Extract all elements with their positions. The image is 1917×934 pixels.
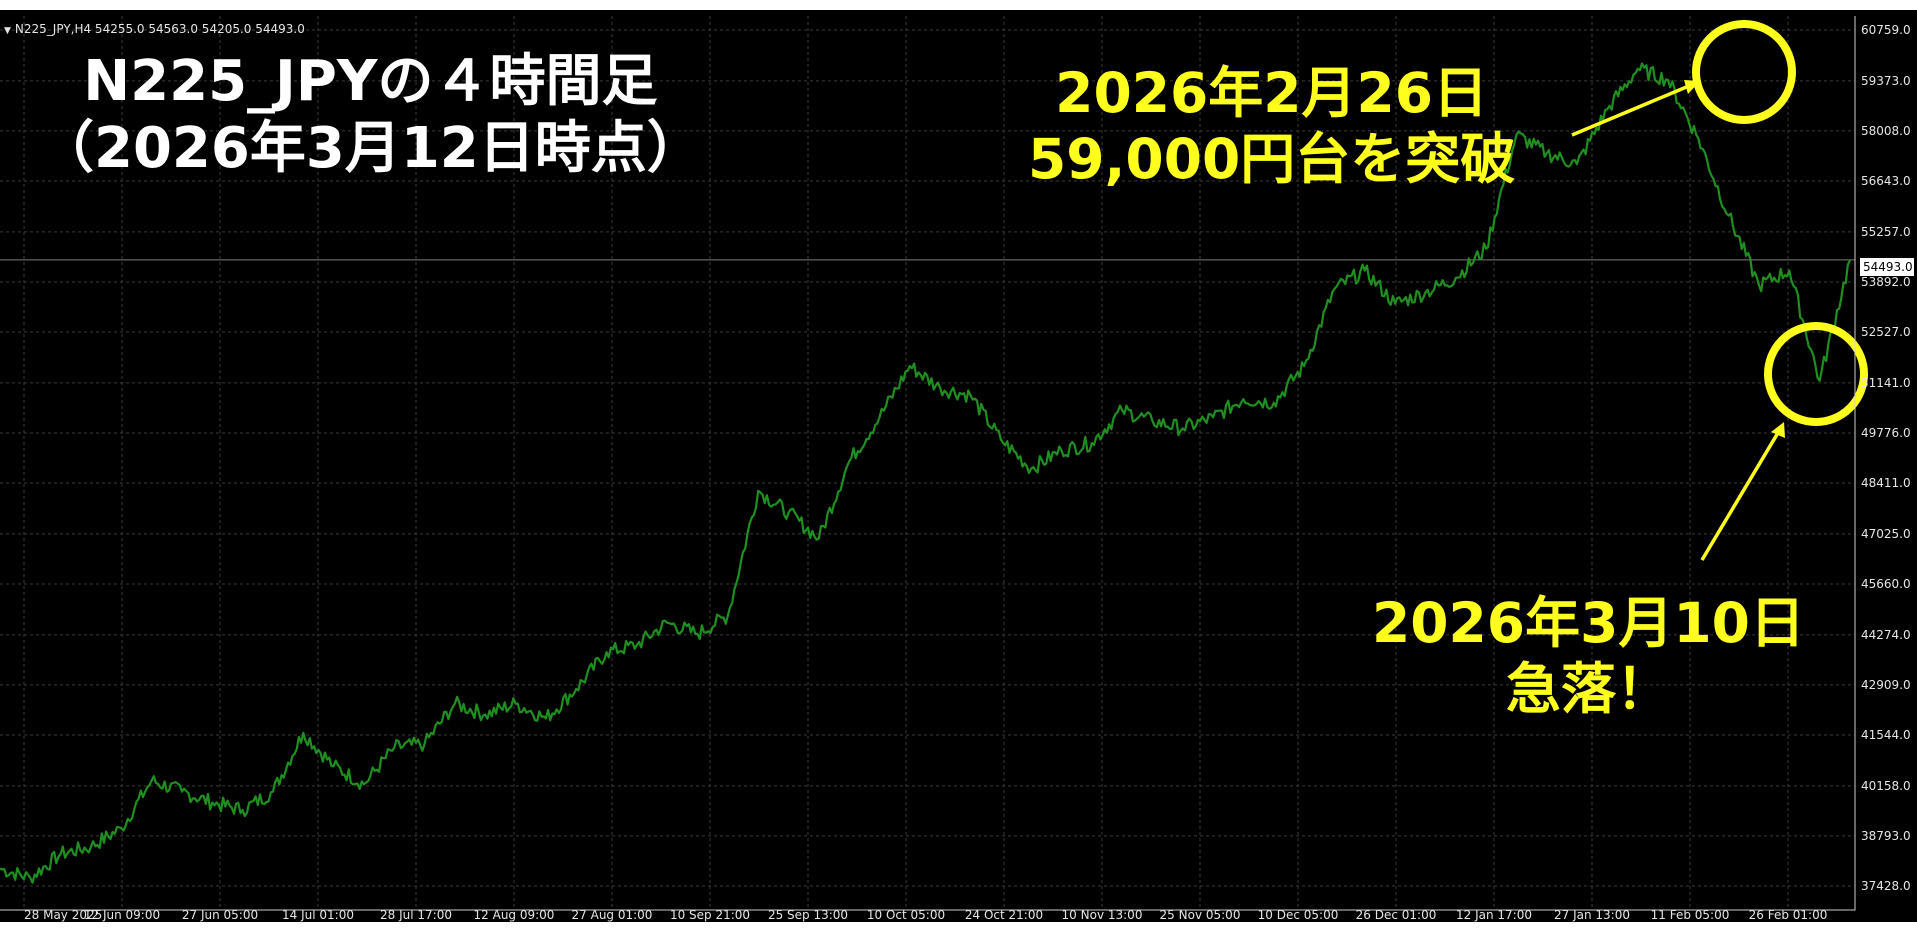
x-tick-label: 12 Aug 09:00 <box>474 908 555 922</box>
y-tick-label: 52527.0 <box>1861 325 1911 339</box>
y-tick-label: 56643.0 <box>1861 174 1911 188</box>
peak-note: 59,000円台を突破 <box>1028 127 1516 191</box>
x-tick-label: 25 Sep 13:00 <box>768 908 848 922</box>
y-tick-label: 38793.0 <box>1861 829 1911 843</box>
x-tick-label: 24 Oct 21:00 <box>965 908 1043 922</box>
symbol-ohlc-text: N225_JPY,H4 54255.0 54563.0 54205.0 5449… <box>14 22 305 36</box>
chart-title-annotation: N225_JPYの４時間足 （2026年3月12日時点） <box>38 48 703 182</box>
y-tick-label: 37428.0 <box>1861 879 1911 893</box>
x-tick-label: 10 Nov 13:00 <box>1062 908 1143 922</box>
price-chart: 60759.0 59373.0 58008.0 56643.0 55257.0 53892… <box>0 10 1917 922</box>
x-tick-label: 14 Jul 01:00 <box>282 908 354 922</box>
y-tick-label: 48411.0 <box>1861 476 1911 490</box>
current-price-label: 54493.0 <box>1860 258 1914 276</box>
price-series-line <box>0 62 1852 884</box>
chart-area: 60759.0 59373.0 58008.0 56643.0 55257.0 53892… <box>0 10 1917 922</box>
y-tick-label: 58008.0 <box>1861 124 1911 138</box>
y-tick-label: 45660.0 <box>1861 577 1911 591</box>
drop-note: 急落！ <box>1505 657 1671 721</box>
y-tick-label: 41544.0 <box>1861 728 1911 742</box>
x-tick-label: 10 Oct 05:00 <box>867 908 945 922</box>
drop-annotation: 2026年3月10日 急落！ <box>1372 590 1805 722</box>
x-tick-label: 27 Jan 13:00 <box>1554 908 1630 922</box>
y-tick-label: 60759.0 <box>1861 23 1911 37</box>
y-tick-label: 47025.0 <box>1861 527 1911 541</box>
peak-annotation: 2026年2月26日 59,000円台を突破 <box>1028 60 1515 192</box>
y-tick-label: 55257.0 <box>1861 225 1911 239</box>
x-tick-label: 10 Sep 21:00 <box>670 908 750 922</box>
drop-pointer-arrow <box>1700 425 1784 561</box>
drop-highlight-circle <box>1764 322 1868 426</box>
y-axis: 60759.0 59373.0 58008.0 56643.0 55257.0 53892… <box>1861 23 1911 893</box>
x-tick-label: 26 Dec 01:00 <box>1356 908 1437 922</box>
axis-border <box>0 16 1856 911</box>
drop-date: 2026年3月10日 <box>1372 591 1805 655</box>
symbol-header[interactable]: ▼ N225_JPY,H4 54255.0 54563.0 54205.0 544… <box>4 22 305 36</box>
y-tick-label: 59373.0 <box>1861 74 1911 88</box>
plot-background <box>0 10 1917 922</box>
grid <box>0 16 1855 910</box>
x-tick-label: 25 Nov 05:00 <box>1160 908 1241 922</box>
y-tick-label: 49776.0 <box>1861 426 1911 440</box>
highlight-markers <box>1571 20 1868 561</box>
y-tick-label: 42909.0 <box>1861 678 1911 692</box>
title-line-1: N225_JPYの４時間足 <box>83 49 658 114</box>
dropdown-triangle-icon[interactable]: ▼ <box>4 26 11 36</box>
peak-pointer-arrow <box>1571 81 1697 137</box>
y-tick-label: 40158.0 <box>1861 779 1911 793</box>
y-tick-label: 44274.0 <box>1861 628 1911 642</box>
peak-date: 2026年2月26日 <box>1055 61 1489 125</box>
title-line-2: （2026年3月12日時点） <box>38 116 703 182</box>
x-tick-label: 11 Feb 05:00 <box>1651 908 1730 922</box>
x-tick-label: 27 Jun 05:00 <box>182 908 258 922</box>
x-tick-label: 26 Feb 01:00 <box>1749 908 1828 922</box>
x-tick-label: 27 Aug 01:00 <box>572 908 653 922</box>
x-tick-label: 28 Jul 17:00 <box>380 908 452 922</box>
x-tick-label: 28 May 2025 <box>24 908 102 922</box>
peak-highlight-circle <box>1692 20 1796 124</box>
peak-arrowhead <box>1684 80 1700 94</box>
x-tick-label: 12 Jun 09:00 <box>84 908 160 922</box>
drop-arrowhead <box>1771 422 1785 438</box>
y-tick-label: 51141.0 <box>1861 376 1911 390</box>
x-tick-label: 10 Dec 05:00 <box>1258 908 1339 922</box>
y-tick-label: 53892.0 <box>1861 275 1911 289</box>
x-tick-label: 12 Jan 17:00 <box>1456 908 1532 922</box>
